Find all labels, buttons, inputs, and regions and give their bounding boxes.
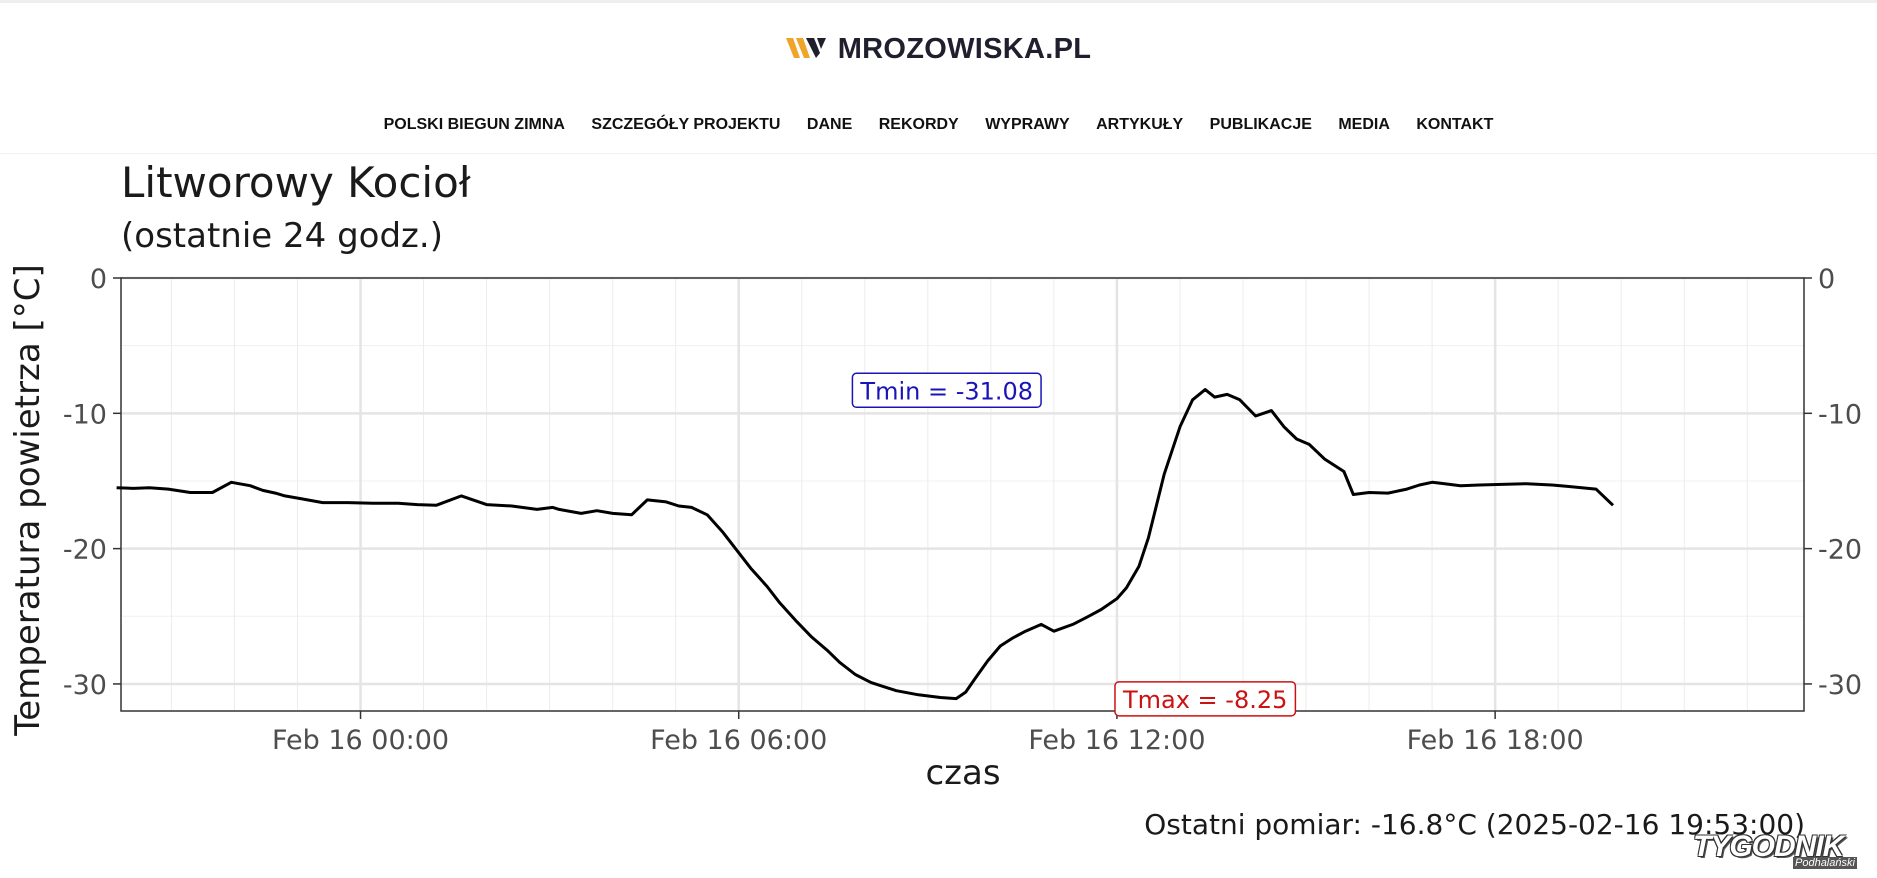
y-tick-label-left: 0 xyxy=(90,264,107,295)
x-axis-label: czas xyxy=(925,753,1001,793)
temperature-line xyxy=(116,388,1615,701)
tmax-label-box xyxy=(1114,681,1297,717)
y-tick-label-right: -10 xyxy=(1818,399,1862,430)
nav-item-media[interactable]: MEDIA xyxy=(1338,116,1390,133)
nav-item-wyprawy[interactable]: WYPRAWY xyxy=(985,116,1070,133)
site-header: MROZOWISKA.PL POLSKI BIEGUN ZIMNA SZCZEG… xyxy=(0,0,1877,154)
y-tick-label-right: 0 xyxy=(1818,264,1835,295)
tmin-label: Tmin = -31.08 xyxy=(851,372,1042,409)
nav-item-dane[interactable]: DANE xyxy=(806,116,853,133)
y-tick-label-right: -20 xyxy=(1818,535,1862,566)
plot-border xyxy=(120,277,1805,712)
nav-item-artykuly[interactable]: ARTYKUŁY xyxy=(1096,116,1184,133)
nav-item-publikacje[interactable]: PUBLIKACJE xyxy=(1209,116,1312,133)
nav-item-polski-biegun-zimna[interactable]: POLSKI BIEGUN ZIMNA xyxy=(383,116,565,133)
nav-item-rekordy[interactable]: REKORDY xyxy=(878,116,959,133)
x-tick-label: Feb 16 00:00 xyxy=(272,725,449,756)
chart-subtitle: (ostatnie 24 godz.) xyxy=(121,216,443,256)
nav-item-kontakt[interactable]: KONTAKT xyxy=(1416,116,1494,133)
logo-text: MROZOWISKA.PL xyxy=(837,33,1092,65)
nav-item-szczegoly-projektu[interactable]: SZCZEGÓŁY PROJEKTU xyxy=(591,116,781,133)
tmax-label-text: Tmax = -8.25 xyxy=(1122,686,1287,714)
y-tick-label-left: -20 xyxy=(63,535,107,566)
last-measurement: Ostatni pomiar: -16.8°C (2025-02-16 19:5… xyxy=(1144,808,1805,841)
x-tick-label: Feb 16 18:00 xyxy=(1407,725,1584,756)
site-logo[interactable]: MROZOWISKA.PL xyxy=(0,33,1877,66)
x-tick-label: Feb 16 06:00 xyxy=(650,725,827,756)
chart-title: Litworowy Kocioł xyxy=(121,158,471,207)
y-tick-label-left: -30 xyxy=(63,670,107,701)
logo-w-icon xyxy=(785,38,826,58)
y-tick-label-left: -10 xyxy=(63,399,107,430)
main-nav: POLSKI BIEGUN ZIMNA SZCZEGÓŁY PROJEKTU D… xyxy=(0,116,1877,134)
tmin-label-box xyxy=(851,372,1042,409)
watermark-sub: Podhalański xyxy=(1793,857,1857,869)
tmin-label-text: Tmin = -31.08 xyxy=(859,377,1033,405)
y-tick-label-right: -30 xyxy=(1818,670,1862,701)
x-tick-label: Feb 16 12:00 xyxy=(1028,725,1205,756)
tmax-label: Tmax = -8.25 xyxy=(1114,681,1297,717)
plot-panel xyxy=(121,278,1804,711)
